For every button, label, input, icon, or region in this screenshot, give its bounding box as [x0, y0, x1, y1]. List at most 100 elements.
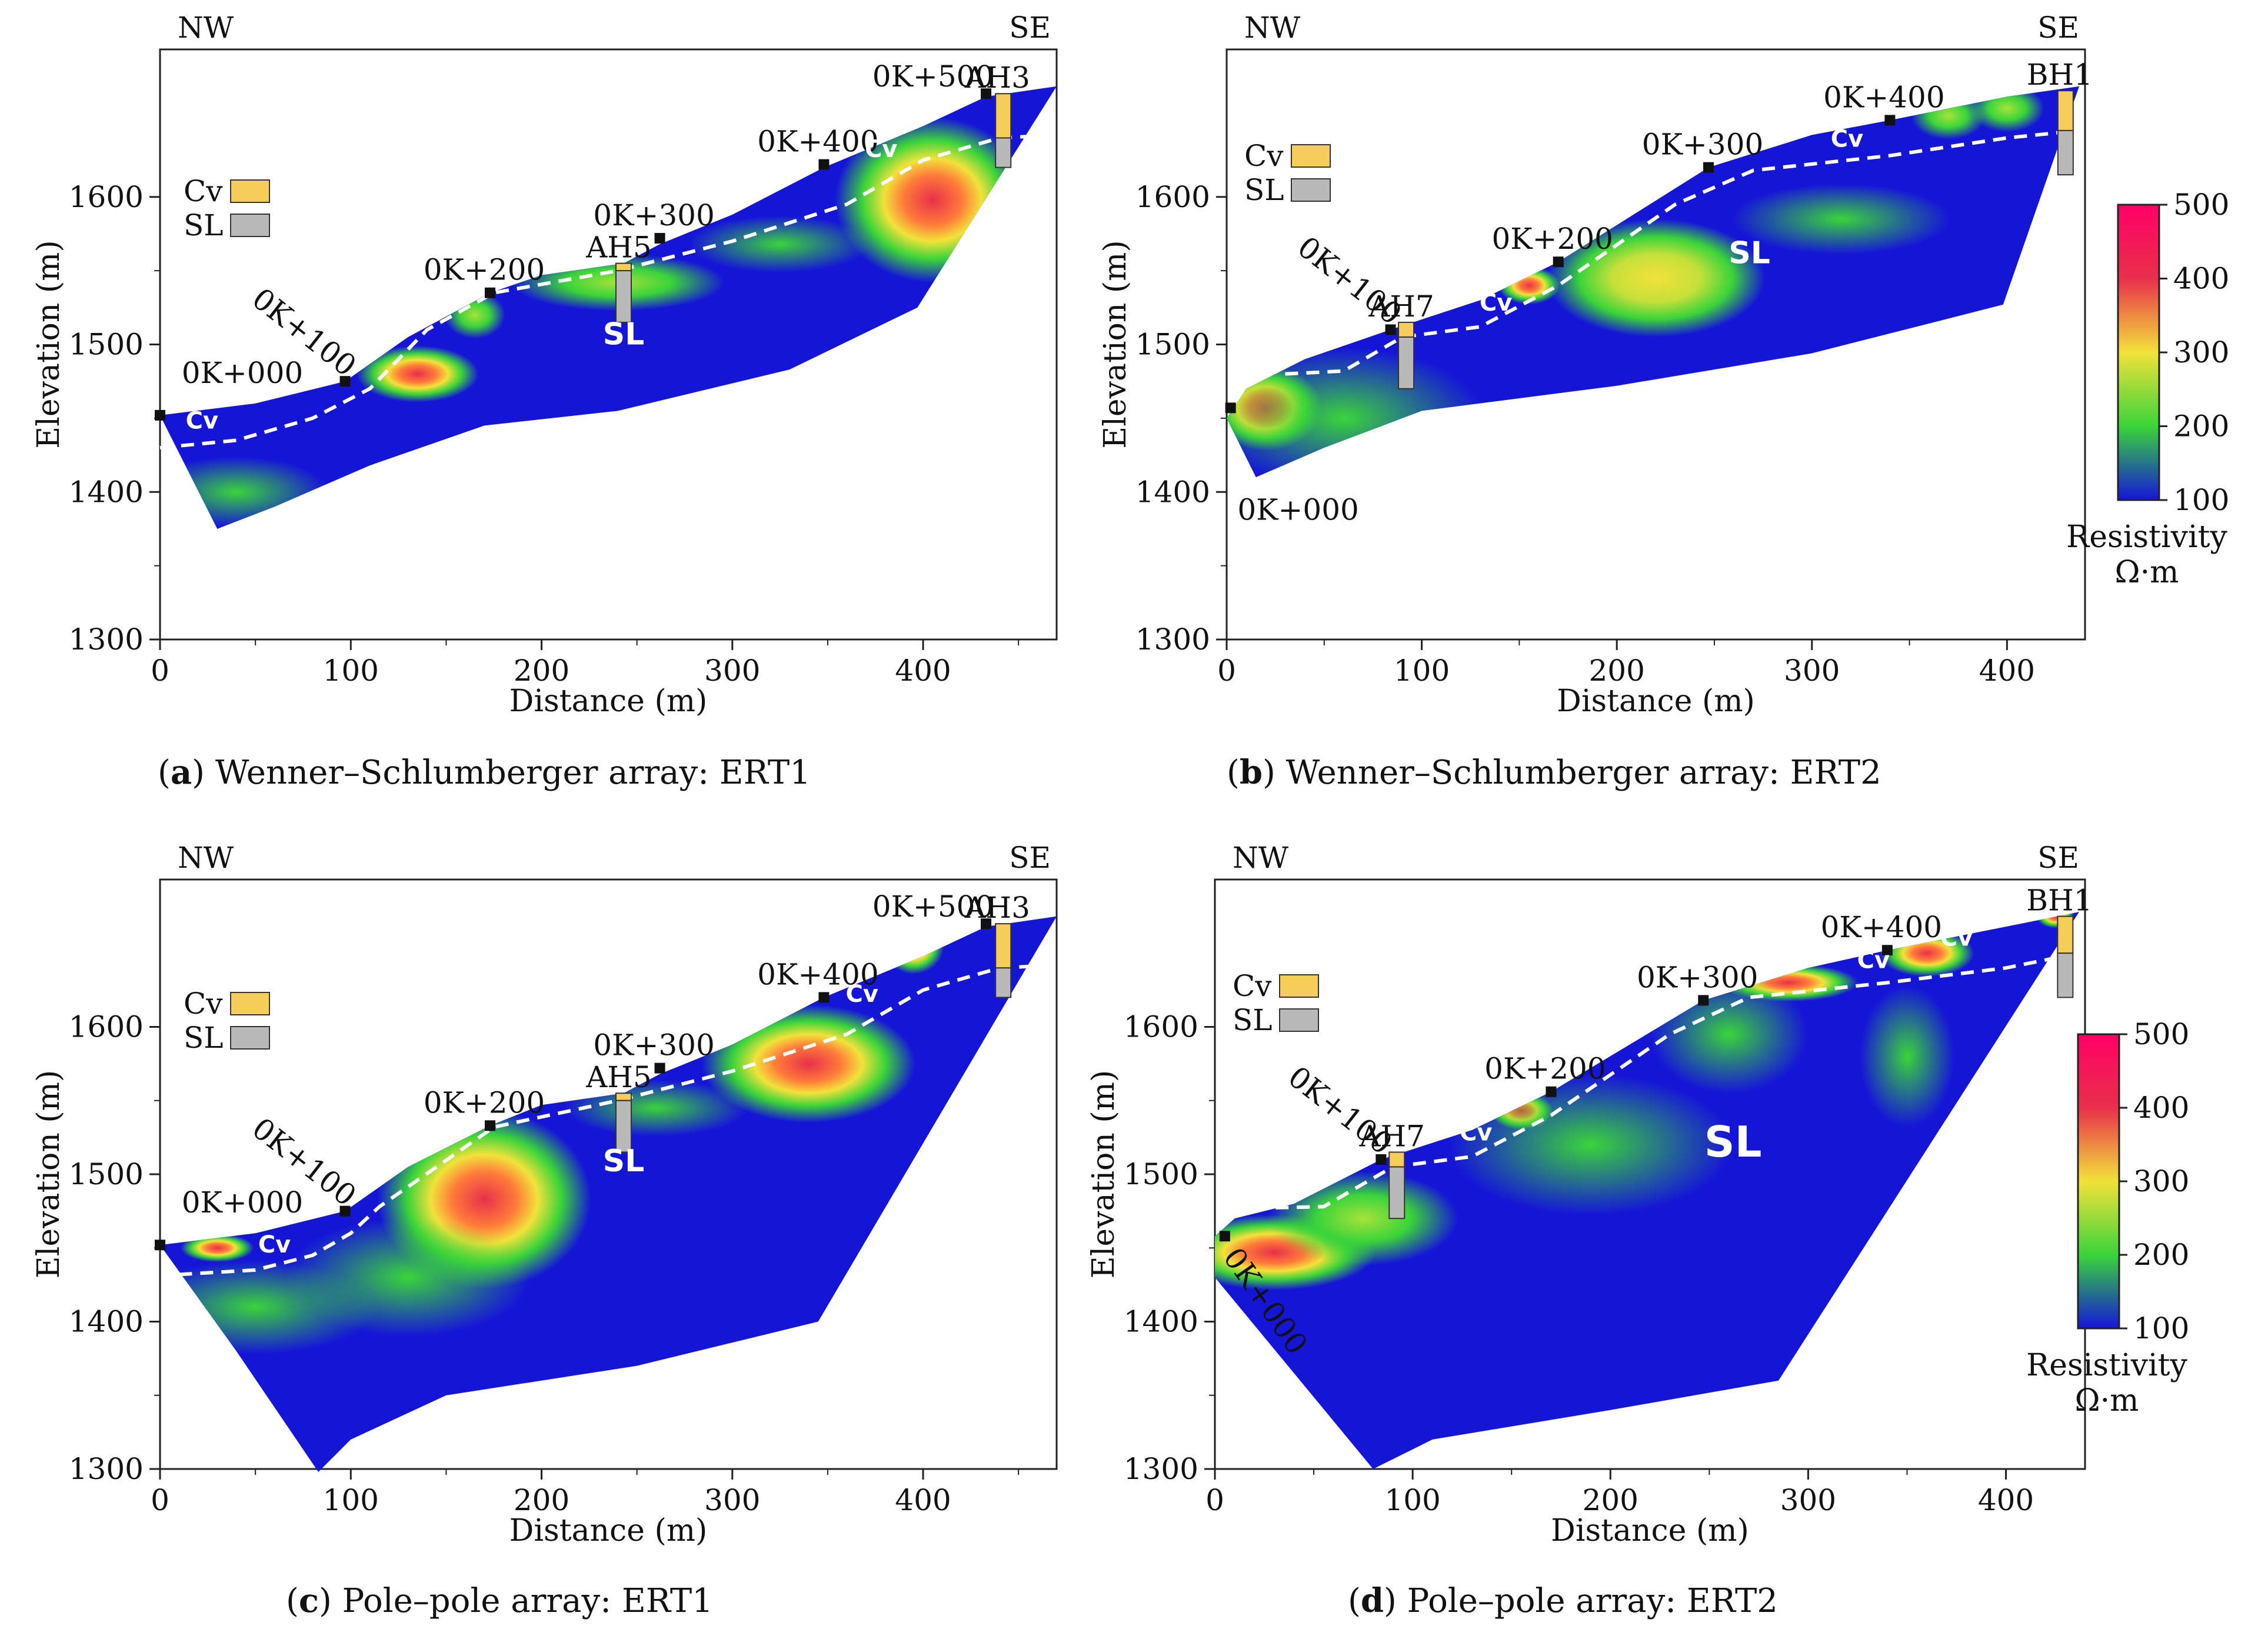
panel-caption: (b) Wenner–Schlumberger array: ERT2 — [1227, 753, 1881, 792]
direction-nw: NW — [178, 11, 234, 45]
unit-label-sl: SL — [603, 317, 645, 352]
station-label: 0K+000 — [182, 356, 304, 390]
station-marker — [1703, 162, 1714, 173]
x-tick-label: 100 — [323, 1483, 379, 1517]
station-label: 0K+300 — [593, 198, 715, 232]
ert-panels: 1300 1400 1500 1600 0 100 200 300 400 Distance (m… — [31, 11, 2093, 1620]
borehole-cv-AH3 — [995, 923, 1012, 969]
x-tick-label: 200 — [514, 1483, 570, 1517]
caption-letter: c — [299, 1581, 319, 1620]
x-tick-label: 200 — [1588, 654, 1644, 688]
station-marker — [484, 1120, 495, 1131]
unit-label-cv: Cv — [1831, 125, 1863, 152]
station-marker — [1385, 324, 1396, 335]
unit-label-sl: SL — [603, 1144, 645, 1179]
anomaly-cff0066 — [701, 1004, 916, 1123]
x-tick-label: 0 — [151, 1483, 169, 1517]
unit-label-cv: Cv — [1857, 947, 1890, 974]
direction-se: SE — [1009, 11, 1051, 45]
colorbar-title: Resistivity — [2066, 519, 2227, 555]
x-tick-label: 200 — [1583, 1483, 1638, 1517]
y-tick-label: 1600 — [1124, 1010, 1198, 1044]
borehole-label: AH5 — [585, 231, 652, 265]
caption-paren-close: ) — [319, 1582, 342, 1620]
caption-paren-close: ) — [1263, 754, 1286, 792]
legend-label-sl: SL — [184, 208, 223, 242]
station-label: 0K+100 — [1291, 230, 1408, 332]
borehole-label: BH1 — [2026, 884, 2092, 918]
station-label: 0K+300 — [1637, 960, 1759, 994]
anomaly-ce8304a — [181, 1234, 254, 1262]
station-label: 0K+200 — [424, 1085, 545, 1120]
panel-caption: (a) Wenner–Schlumberger array: ERT1 — [158, 753, 811, 792]
unit-label-cv: Cv — [1480, 289, 1512, 317]
legend-swatch-sl — [230, 1026, 270, 1050]
y-axis-label: Elevation (m) — [31, 1070, 66, 1278]
legend-swatch-cv — [1291, 144, 1331, 168]
station-label: 0K+100 — [1282, 1060, 1398, 1161]
panel-c: 1300 1400 1500 1600 0 100 200 300 400 Distance (m… — [31, 841, 1058, 1620]
colorbar-tick-label: 100 — [2173, 483, 2229, 517]
colorbar-unit: Ω·m — [2075, 1383, 2139, 1418]
y-tick-label: 1400 — [1124, 1305, 1198, 1339]
station-marker — [1553, 256, 1564, 268]
y-tick-label: 1300 — [69, 1452, 144, 1486]
unit-label-sl: SL — [1704, 1117, 1762, 1167]
anomaly-cf2e23a — [444, 291, 505, 339]
caption-paren-open: ( — [158, 754, 171, 792]
anomaly-cf2e23a — [1546, 219, 1766, 337]
legend-swatch-sl — [1291, 178, 1331, 202]
station-label: 0K+300 — [593, 1028, 715, 1062]
x-tick-label: 300 — [1784, 654, 1840, 688]
unit-label-cv: Cv — [846, 981, 878, 1008]
x-tick-label: 400 — [895, 654, 951, 688]
caption-paren-close: ) — [192, 754, 215, 792]
colorbar-tick-label: 300 — [2173, 335, 2229, 369]
station-label: 0K+500 — [872, 59, 994, 94]
legend-swatch-sl — [1279, 1008, 1319, 1032]
station-marker — [1219, 1231, 1230, 1242]
borehole-label: AH3 — [964, 891, 1030, 925]
x-tick-label: 100 — [323, 654, 379, 688]
borehole-cv-BH1 — [2057, 90, 2074, 131]
station-label: 0K+400 — [757, 957, 879, 991]
y-tick-label: 1300 — [69, 622, 144, 657]
borehole-sl-AH3 — [995, 137, 1012, 168]
borehole-cv-AH3 — [995, 93, 1012, 139]
borehole-cv-AH7 — [1398, 321, 1415, 338]
x-tick-label: 300 — [704, 654, 760, 688]
x-tick-label: 100 — [1384, 1483, 1440, 1517]
borehole-sl-AH5 — [615, 1100, 632, 1153]
borehole-cv-BH1 — [2057, 915, 2074, 954]
y-tick-label: 1500 — [1135, 328, 1210, 362]
direction-nw: NW — [1233, 841, 1289, 875]
direction-se: SE — [1009, 841, 1051, 875]
borehole-sl-AH3 — [995, 967, 1012, 998]
x-axis-label: Distance (m) — [509, 684, 708, 719]
legend-swatch-sl — [230, 214, 270, 237]
station-marker — [339, 376, 351, 387]
station-marker — [1225, 402, 1236, 414]
colorbar-tick-label: 400 — [2173, 262, 2229, 296]
caption-paren-open: ( — [1227, 754, 1240, 792]
station-label: 0K+500 — [872, 890, 994, 924]
y-tick-label: 1600 — [69, 1010, 144, 1044]
borehole-label: AH7 — [1358, 1119, 1425, 1153]
resistivity-anomalies — [1215, 912, 2074, 1290]
station-label: 0K+200 — [424, 253, 545, 287]
y-tick-label: 1400 — [69, 475, 144, 509]
caption-paren-close: ) — [1384, 1582, 1407, 1620]
y-axis-label: Elevation (m) — [1098, 240, 1133, 448]
borehole-label: AH5 — [585, 1060, 652, 1094]
legend-label-sl: SL — [184, 1021, 223, 1055]
y-tick-label: 1600 — [1135, 180, 1210, 214]
colorbar-tick-label: 400 — [2133, 1091, 2189, 1125]
legend-swatch-cv — [230, 992, 270, 1015]
caption-text: Pole–pole array: ERT2 — [1407, 1582, 1778, 1620]
cv-sl-boundary — [1254, 951, 2080, 1210]
anomaly-c3ad43a — [688, 215, 872, 273]
direction-nw: NW — [178, 841, 234, 875]
panel-caption: (c) Pole–pole array: ERT1 — [286, 1581, 713, 1620]
colorbar-unit: Ω·m — [2115, 555, 2179, 590]
